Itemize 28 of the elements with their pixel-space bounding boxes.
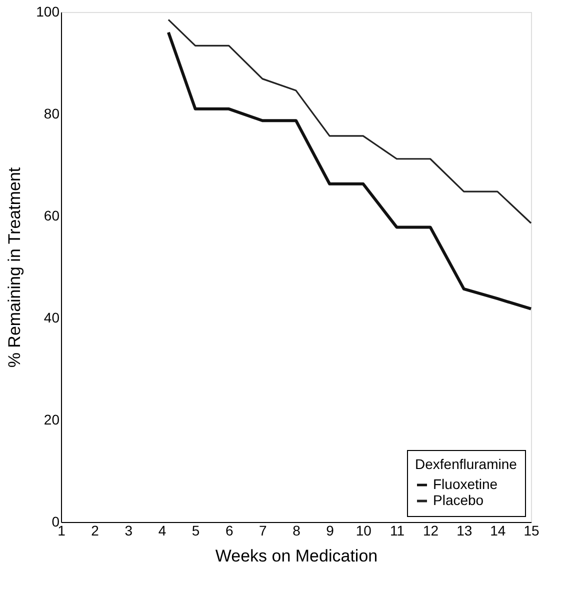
x-tick-label: 7 — [259, 522, 268, 538]
y-tick-label: 0 — [52, 514, 60, 530]
x-tick-label: 15 — [524, 522, 540, 538]
legend-label: Fluoxetine — [433, 476, 498, 492]
x-tick-label: 13 — [456, 522, 472, 538]
x-tick-label: 3 — [124, 522, 133, 538]
y-tick-label: 80 — [44, 106, 60, 122]
x-tick-label: 4 — [158, 522, 166, 538]
y-tick-label: 60 — [44, 208, 60, 224]
x-tick-label: 11 — [390, 522, 405, 538]
line-series — [166, 30, 532, 310]
x-tick-label: 8 — [292, 522, 301, 538]
legend-label: Placebo — [433, 492, 484, 508]
x-axis-title: Weeks on Medication — [215, 546, 378, 566]
x-tick-label: 10 — [356, 522, 372, 538]
x-tick-label: 5 — [192, 522, 200, 538]
y-tick-label: 100 — [36, 4, 60, 20]
x-tick-label: 2 — [91, 522, 100, 538]
line-series — [168, 18, 532, 224]
x-tick-label: 14 — [490, 522, 506, 538]
legend-title: Dexfenfluramine — [415, 456, 518, 472]
x-tick-label: 1 — [58, 522, 66, 538]
x-tick-label: 12 — [422, 522, 439, 538]
y-tick-label: 40 — [44, 310, 60, 326]
y-tick-label: 20 — [44, 412, 60, 428]
x-tick-label: 9 — [326, 522, 334, 538]
y-axis-title: % Remaining in Treatment — [5, 167, 24, 368]
x-tick-label: 6 — [225, 522, 234, 538]
